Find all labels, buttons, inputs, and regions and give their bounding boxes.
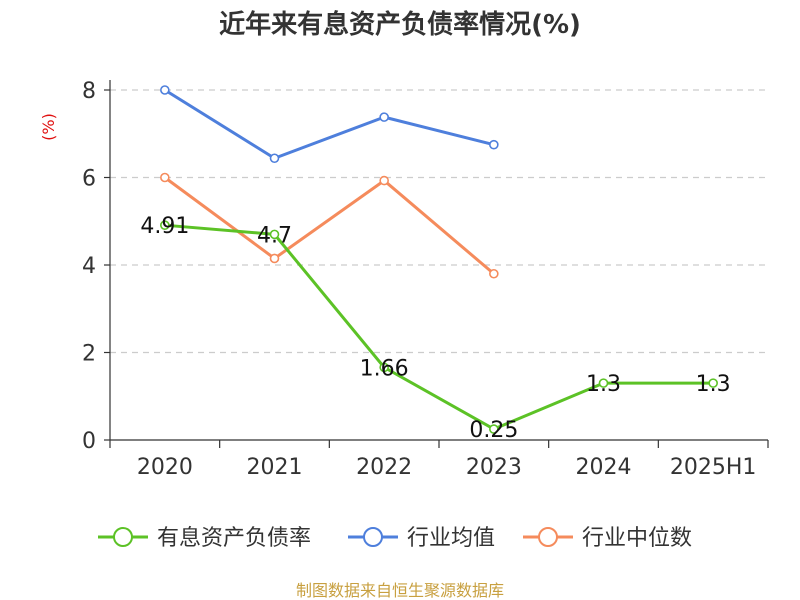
data-label: 1.3: [586, 372, 621, 397]
y-tick-label: 6: [82, 167, 96, 192]
data-point[interactable]: [269, 153, 280, 164]
data-label: 1.3: [696, 372, 731, 397]
legend-item[interactable]: 行业均值: [348, 526, 495, 551]
legend-label: 行业均值: [407, 526, 495, 551]
legend-label: 行业中位数: [582, 526, 692, 551]
series-1: [160, 85, 499, 164]
x-tick-label: 2022: [356, 455, 412, 480]
data-labels: 4.91 4.7 1.66 0.25 1.3 1.3: [140, 214, 730, 443]
axes: 0 2 4 6 8 2020 2021 2022 2023 2024 2025H1: [82, 79, 769, 480]
series-0: [160, 220, 718, 434]
data-point[interactable]: [598, 378, 609, 388]
series-2: [160, 172, 499, 279]
data-point[interactable]: [379, 112, 389, 122]
x-tick-label: 2021: [247, 455, 303, 480]
series-line: [164, 223, 714, 431]
legend-label: 有息资产负债率: [157, 526, 311, 551]
data-point[interactable]: [160, 85, 170, 95]
data-point[interactable]: [708, 378, 718, 388]
data-point[interactable]: [160, 220, 170, 230]
data-label: 4.7: [257, 223, 292, 248]
data-label: 0.25: [469, 418, 518, 443]
legend-item[interactable]: 行业中位数: [523, 526, 692, 551]
x-tick-label: 2020: [137, 455, 193, 480]
data-point[interactable]: [269, 229, 280, 240]
series-line: [163, 176, 495, 275]
data-point[interactable]: [379, 175, 389, 186]
x-tick-label: 2023: [466, 455, 522, 480]
series-line: [164, 88, 495, 160]
x-tick-label: 2024: [576, 455, 632, 480]
y-tick-label: 4: [82, 254, 96, 279]
chart-title: 近年来有息资产负债率情况(%): [219, 9, 581, 40]
data-point[interactable]: [489, 139, 499, 150]
data-source-caption: 制图数据来自恒生聚源数据库: [296, 581, 504, 600]
y-axis-unit-label: (%): [39, 113, 58, 141]
y-tick-label: 8: [82, 79, 96, 104]
data-point[interactable]: [160, 172, 170, 183]
legend[interactable]: 有息资产负债率 行业均值 行业中位数: [98, 526, 692, 551]
data-label: 4.91: [140, 214, 189, 239]
y-tick-label: 0: [82, 429, 96, 454]
data-point[interactable]: [489, 424, 499, 434]
x-tick-label: 2025H1: [670, 455, 757, 480]
data-point[interactable]: [489, 268, 499, 279]
data-point[interactable]: [269, 253, 280, 264]
series-layer: [160, 85, 718, 434]
legend-swatch-marker: [113, 527, 133, 547]
legend-item[interactable]: 有息资产负债率: [98, 526, 311, 551]
legend-swatch-marker: [363, 527, 383, 547]
data-point[interactable]: [379, 362, 389, 373]
y-tick-label: 2: [82, 342, 96, 367]
data-label: 1.66: [360, 356, 409, 381]
legend-swatch-marker: [538, 527, 558, 547]
